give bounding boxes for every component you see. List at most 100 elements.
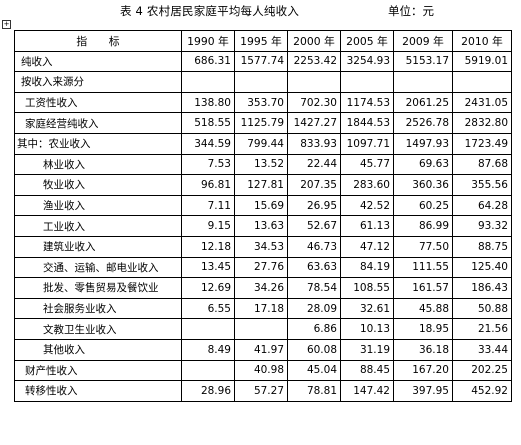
value-cell: 46.73 [287, 235, 341, 258]
value-cell: 50.88 [452, 297, 512, 320]
value-cell: 33.44 [452, 338, 512, 361]
table-row: 林业收入 7.53 13.52 22.44 45.77 69.63 87.68 [14, 153, 512, 176]
header-year: 2009 年 [393, 30, 453, 52]
value-cell [181, 359, 235, 382]
table-row: 牧业收入 96.81 127.81 207.35 283.60 360.36 355.56 [14, 174, 512, 196]
value-cell: 5919.01 [452, 50, 512, 73]
value-cell: 127.81 [234, 174, 288, 196]
table-row: 纯收入 686.31 1577.74 2253.42 3254.93 5153.17 591… [14, 50, 512, 73]
value-cell: 2526.78 [393, 112, 453, 134]
row-label: 按收入来源分 [14, 71, 182, 93]
value-cell: 26.95 [287, 194, 341, 217]
value-cell: 1577.74 [234, 50, 288, 73]
row-label: 渔业收入 [14, 194, 182, 217]
value-cell: 2253.42 [287, 50, 341, 73]
value-cell: 13.45 [181, 256, 235, 279]
value-cell: 47.12 [340, 235, 394, 258]
value-cell: 108.55 [340, 277, 394, 299]
row-label: 其中：农业收入 [14, 132, 182, 155]
header-year: 1990 年 [181, 30, 235, 52]
value-cell: 111.55 [393, 256, 453, 279]
value-cell: 40.98 [234, 359, 288, 382]
value-cell: 34.26 [234, 277, 288, 299]
value-cell: 86.99 [393, 215, 453, 237]
value-cell: 2061.25 [393, 91, 453, 114]
value-cell: 8.49 [181, 338, 235, 361]
table-row: 其中：农业收入 344.59 799.44 833.93 1097.71 1497.93 1… [14, 132, 512, 155]
row-label: 建筑业收入 [14, 235, 182, 258]
table-row: 工业收入 9.15 13.63 52.67 61.13 86.99 93.32 [14, 215, 512, 237]
value-cell: 353.70 [234, 91, 288, 114]
value-cell: 60.08 [287, 338, 341, 361]
table-row: 渔业收入 7.11 15.69 26.95 42.52 60.25 64.28 [14, 194, 512, 217]
value-cell: 12.18 [181, 235, 235, 258]
value-cell: 45.88 [393, 297, 453, 320]
value-cell [287, 71, 341, 93]
header-row: 指 标 1990 年 1995 年 2000 年 2005 年 2009 年 2… [14, 30, 512, 52]
value-cell: 28.09 [287, 297, 341, 320]
value-cell: 88.75 [452, 235, 512, 258]
value-cell: 69.63 [393, 153, 453, 176]
header-year: 2000 年 [287, 30, 341, 52]
value-cell: 15.69 [234, 194, 288, 217]
value-cell: 5153.17 [393, 50, 453, 73]
header-year: 1995 年 [234, 30, 288, 52]
value-cell: 7.53 [181, 153, 235, 176]
value-cell: 17.18 [234, 297, 288, 320]
unit-label: 单位：元 [388, 4, 434, 18]
value-cell: 360.36 [393, 174, 453, 196]
value-cell: 1844.53 [340, 112, 394, 134]
table-move-handle-icon[interactable]: + [2, 20, 11, 29]
row-label: 林业收入 [14, 153, 182, 176]
value-cell [452, 71, 512, 93]
header-year: 2010 年 [452, 30, 512, 52]
value-cell: 60.25 [393, 194, 453, 217]
value-cell: 21.56 [452, 318, 512, 340]
table-row: 其他收入 8.49 41.97 60.08 31.19 36.18 33.44 [14, 338, 512, 361]
value-cell [181, 71, 235, 93]
row-label: 纯收入 [14, 50, 182, 73]
value-cell: 84.19 [340, 256, 394, 279]
value-cell: 13.63 [234, 215, 288, 237]
value-cell: 7.11 [181, 194, 235, 217]
value-cell: 45.04 [287, 359, 341, 382]
value-cell [393, 71, 453, 93]
value-cell: 32.61 [340, 297, 394, 320]
income-table: 指 标 1990 年 1995 年 2000 年 2005 年 2009 年 2… [14, 30, 512, 402]
value-cell: 96.81 [181, 174, 235, 196]
row-label: 文教卫生业收入 [14, 318, 182, 340]
value-cell [340, 71, 394, 93]
table-row: 社会服务业收入 6.55 17.18 28.09 32.61 45.88 50.88 [14, 297, 512, 320]
table-row: 交通、运输、邮电业收入 13.45 27.76 63.63 84.19 111.55 125… [14, 256, 512, 279]
table-row: 按收入来源分 [14, 71, 512, 93]
header-indicator: 指 标 [14, 30, 182, 52]
value-cell: 87.68 [452, 153, 512, 176]
value-cell: 702.30 [287, 91, 341, 114]
value-cell: 1427.27 [287, 112, 341, 134]
value-cell: 13.52 [234, 153, 288, 176]
value-cell: 167.20 [393, 359, 453, 382]
value-cell: 36.18 [393, 338, 453, 361]
value-cell [234, 71, 288, 93]
value-cell: 344.59 [181, 132, 235, 155]
value-cell: 799.44 [234, 132, 288, 155]
table-row: 财产性收入 40.98 45.04 88.45 167.20 202.25 [14, 359, 512, 382]
value-cell: 93.32 [452, 215, 512, 237]
value-cell: 88.45 [340, 359, 394, 382]
value-cell: 12.69 [181, 277, 235, 299]
row-label: 社会服务业收入 [14, 297, 182, 320]
value-cell: 34.53 [234, 235, 288, 258]
value-cell: 61.13 [340, 215, 394, 237]
value-cell: 452.92 [452, 380, 512, 402]
table-row: 批发、零售贸易及餐饮业 12.69 34.26 78.54 108.55 161.57 18… [14, 277, 512, 299]
table-title: 表 4 农村居民家庭平均每人纯收入 [120, 4, 300, 18]
value-cell: 2832.80 [452, 112, 512, 134]
value-cell: 1125.79 [234, 112, 288, 134]
row-label: 牧业收入 [14, 174, 182, 196]
value-cell: 3254.93 [340, 50, 394, 73]
value-cell: 63.63 [287, 256, 341, 279]
row-label: 工资性收入 [14, 91, 182, 114]
value-cell: 686.31 [181, 50, 235, 73]
value-cell: 1174.53 [340, 91, 394, 114]
